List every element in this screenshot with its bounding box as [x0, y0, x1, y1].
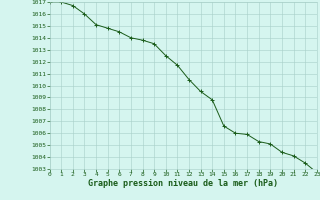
- X-axis label: Graphe pression niveau de la mer (hPa): Graphe pression niveau de la mer (hPa): [88, 179, 278, 188]
